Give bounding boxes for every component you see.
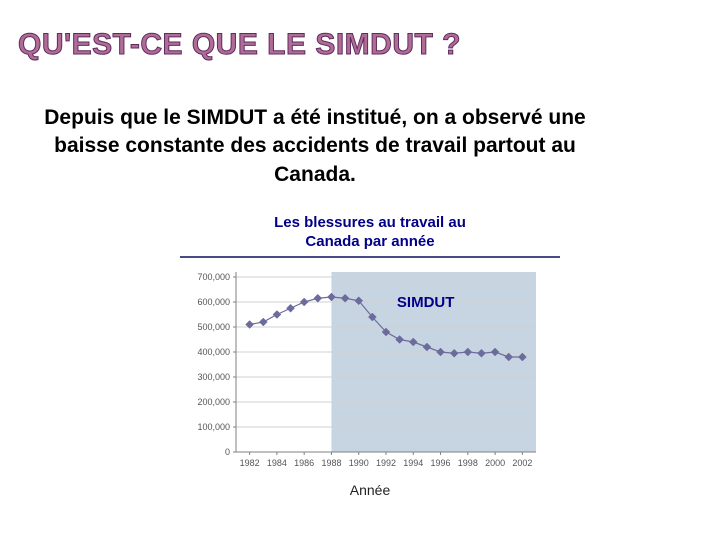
chart-container: Les blessures au travail au Canada par a… [180, 214, 560, 498]
y-tick-label: 0 [225, 447, 230, 457]
data-marker [273, 310, 281, 318]
x-tick-label: 1992 [376, 458, 396, 468]
chart-title-underline [180, 256, 560, 258]
x-tick-label: 1994 [403, 458, 423, 468]
x-tick-label: 2000 [485, 458, 505, 468]
x-tick-label: 1998 [458, 458, 478, 468]
x-tick-label: 1982 [240, 458, 260, 468]
y-tick-label: 400,000 [197, 347, 230, 357]
data-marker [287, 304, 295, 312]
x-tick-label: 2002 [512, 458, 532, 468]
x-tick-label: 1990 [349, 458, 369, 468]
x-tick-label: 1986 [294, 458, 314, 468]
title-text: QU'EST-CE QUE LE SIMDUT ? [18, 28, 461, 61]
data-marker [300, 298, 308, 306]
y-tick-label: 100,000 [197, 422, 230, 432]
y-tick-label: 700,000 [197, 272, 230, 282]
page-title: QU'EST-CE QUE LE SIMDUT ? [18, 28, 461, 62]
x-tick-label: 1988 [321, 458, 341, 468]
data-marker [259, 318, 267, 326]
x-tick-label: 1984 [267, 458, 287, 468]
line-chart: 0 100,000 200,000 300,000 400,000 500,000 600,… [180, 264, 548, 480]
y-tick-label: 200,000 [197, 397, 230, 407]
data-marker [314, 294, 322, 302]
x-axis-title: Année [180, 482, 560, 498]
y-tick-label: 300,000 [197, 372, 230, 382]
subtitle: Depuis que le SIMDUT a été institué, on … [30, 104, 600, 189]
chart-title-line1: Les blessures au travail au [274, 214, 466, 231]
chart-title: Les blessures au travail au Canada par a… [180, 214, 560, 252]
chart-title-line2: Canada par année [305, 233, 434, 250]
y-tick-label: 600,000 [197, 297, 230, 307]
x-tick-label: 1996 [431, 458, 451, 468]
annotation-simdut: SIMDUT [397, 294, 455, 311]
y-tick-label: 500,000 [197, 322, 230, 332]
